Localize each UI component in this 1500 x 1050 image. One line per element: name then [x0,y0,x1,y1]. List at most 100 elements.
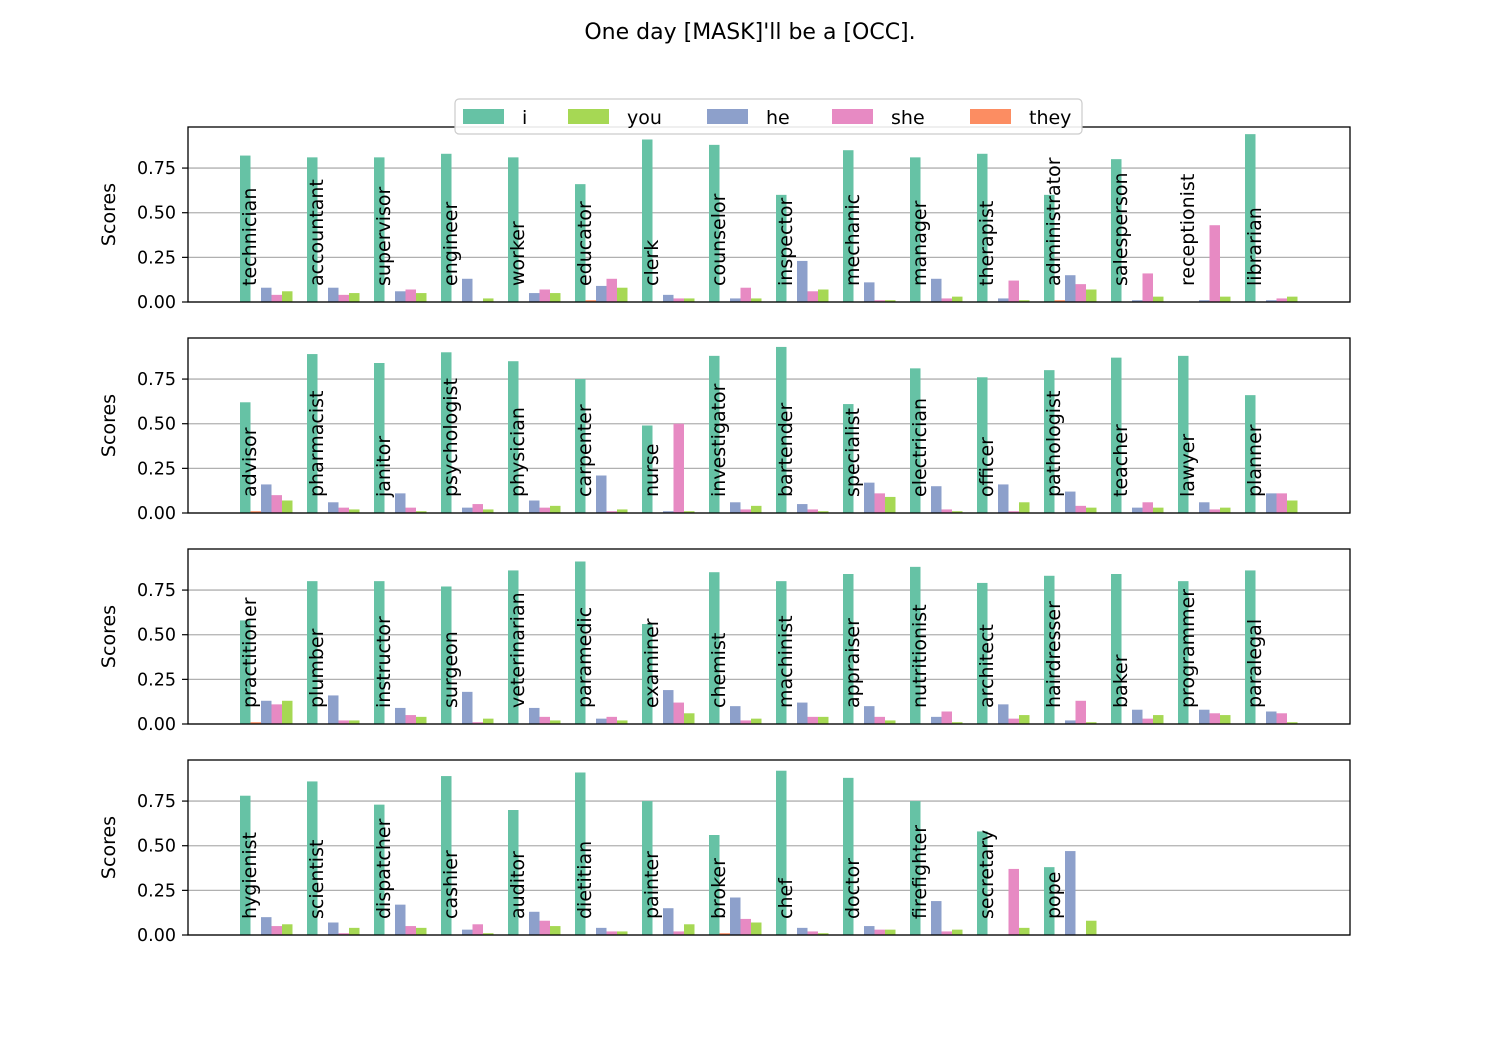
bar-group-physician: physician [507,361,561,513]
bar-he [261,917,272,935]
bar-she [338,294,349,302]
bar-she [338,507,349,513]
bar-she [740,720,751,724]
category-label: surgeon [440,631,462,708]
bar-they [1054,300,1065,302]
bar-group-pharmacist: pharmacist [306,354,360,513]
category-label: machinist [775,615,797,708]
bar-group-officer: officer [976,377,1030,513]
bar-group-lawyer: lawyer [1177,355,1231,513]
bar-group-technician: technician [239,155,293,302]
bar-he [730,298,741,302]
bar-you [349,509,360,513]
figure-title: One day [MASK]'ll be a [OCC]. [584,20,915,45]
bar-he [462,929,473,935]
category-label: hygienist [239,832,261,919]
subplot-1: 0.00 0.25 0.50 0.75 Scores technician accounta… [98,126,1351,313]
bar-i [1111,357,1122,513]
bar-she [1142,273,1153,302]
bar-i [240,155,251,302]
bar-i [441,776,452,935]
legend-label: she [891,107,925,129]
bar-she [1075,284,1086,302]
bar-you [1220,507,1231,513]
bar-she [1276,713,1287,724]
bar-he [663,511,674,513]
bar-he [261,484,272,513]
bar-i [1044,575,1055,724]
bar-she [606,278,617,302]
bar-she [874,300,885,302]
legend-label: you [627,107,662,129]
category-label: chemist [708,633,730,708]
bar-i [508,810,519,935]
bar-group-dispatcher: dispatcher [373,804,427,935]
bar-he [596,718,607,724]
bar-group-janitor: janitor [373,363,427,513]
bar-you [617,287,628,302]
bar-group-hairdresser: hairdresser [1043,575,1097,724]
bar-she [1142,502,1153,513]
bar-i [642,801,653,935]
legend-swatch [970,109,1011,124]
bar-he [1199,709,1210,724]
bar-i [508,157,519,302]
bar-group-hygienist: hygienist [239,795,293,935]
bar-you [282,700,293,724]
bar-i [240,795,251,935]
category-label: pharmacist [306,391,328,497]
bar-she [1008,511,1019,513]
bar-i [307,354,318,513]
category-label: cashier [440,850,462,919]
y-tick-label: 0.75 [137,159,176,179]
bar-you [818,289,829,302]
bar-she [874,716,885,724]
bar-he [1132,300,1143,302]
bar-you [952,511,963,513]
category-label: dispatcher [373,818,395,919]
category-label: nurse [641,444,663,497]
category-label: receptionist [1177,174,1199,286]
bar-she [941,298,952,302]
category-label: advisor [239,427,261,497]
category-label: dietitian [574,841,596,919]
bar-he [931,278,942,302]
category-label: inspector [775,198,797,286]
bar-they [250,722,261,724]
bar-group-engineer: engineer [440,153,494,302]
bar-you [1153,296,1164,302]
bar-she [874,929,885,935]
bar-you [684,713,695,724]
bar-i [977,831,988,935]
category-label: supervisor [373,186,395,286]
bar-you [483,298,494,302]
bar-she [740,287,751,302]
bar-i [1044,370,1055,513]
bar-group-electrician: electrician [909,368,963,513]
bar-she [539,920,550,935]
legend-entry-i: i [463,107,527,129]
bar-she [472,504,483,513]
legend: i you he she they [454,98,1083,135]
bar-you [349,927,360,935]
bar-group-bartender: bartender [775,346,829,513]
bar-you [751,298,762,302]
bar-i [642,425,653,513]
bar-i [575,772,586,935]
bar-she [740,509,751,513]
bar-he [730,706,741,724]
category-label: educator [574,201,596,286]
y-tick-label: 0.25 [137,881,176,901]
bar-i [374,581,385,724]
category-label: therapist [976,201,998,286]
bar-group-secretary: secretary [976,830,1030,935]
legend-entry-they: they [970,107,1071,129]
bar-group-teacher: teacher [1110,357,1164,513]
bar-he [395,493,406,513]
bar-you [885,720,896,724]
bar-you [818,511,829,513]
bar-you [617,931,628,935]
bar-he [797,504,808,513]
